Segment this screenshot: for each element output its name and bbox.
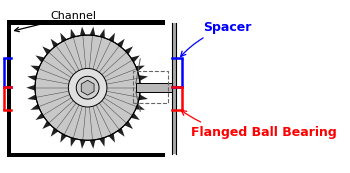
Polygon shape: [26, 85, 35, 91]
Polygon shape: [70, 29, 76, 38]
Polygon shape: [131, 55, 140, 62]
Polygon shape: [99, 137, 105, 147]
Polygon shape: [99, 29, 105, 38]
Polygon shape: [60, 33, 67, 42]
Polygon shape: [35, 113, 44, 120]
Polygon shape: [90, 140, 95, 149]
Circle shape: [35, 35, 140, 140]
Polygon shape: [42, 121, 51, 129]
Polygon shape: [27, 94, 36, 100]
Bar: [7, 153, 165, 157]
Polygon shape: [117, 39, 125, 48]
Bar: [7, 20, 12, 157]
Polygon shape: [125, 46, 133, 54]
Circle shape: [68, 68, 107, 107]
Polygon shape: [70, 137, 76, 147]
Polygon shape: [30, 66, 40, 71]
Text: Spacer: Spacer: [181, 21, 252, 57]
Polygon shape: [80, 27, 86, 36]
Text: Flanged Ball Bearing: Flanged Ball Bearing: [181, 110, 337, 139]
Text: Channel: Channel: [15, 11, 96, 32]
Polygon shape: [80, 140, 86, 149]
Bar: [136, 83, 172, 92]
Polygon shape: [30, 104, 40, 110]
Polygon shape: [140, 85, 149, 91]
Polygon shape: [51, 128, 58, 137]
Polygon shape: [135, 66, 145, 71]
Circle shape: [76, 76, 99, 99]
Polygon shape: [125, 121, 133, 129]
Bar: [172, 23, 176, 154]
Bar: [7, 20, 165, 25]
Polygon shape: [108, 133, 115, 143]
Polygon shape: [60, 133, 67, 143]
Polygon shape: [108, 33, 115, 42]
Bar: [133, 71, 168, 103]
Polygon shape: [81, 80, 94, 95]
Polygon shape: [27, 75, 36, 81]
Polygon shape: [139, 75, 148, 81]
Polygon shape: [35, 55, 44, 62]
Polygon shape: [131, 113, 140, 120]
Polygon shape: [51, 39, 58, 48]
Polygon shape: [42, 46, 51, 54]
Polygon shape: [135, 104, 145, 110]
Polygon shape: [117, 128, 125, 137]
Polygon shape: [90, 27, 95, 36]
Polygon shape: [139, 94, 148, 100]
Bar: [12, 25, 165, 153]
